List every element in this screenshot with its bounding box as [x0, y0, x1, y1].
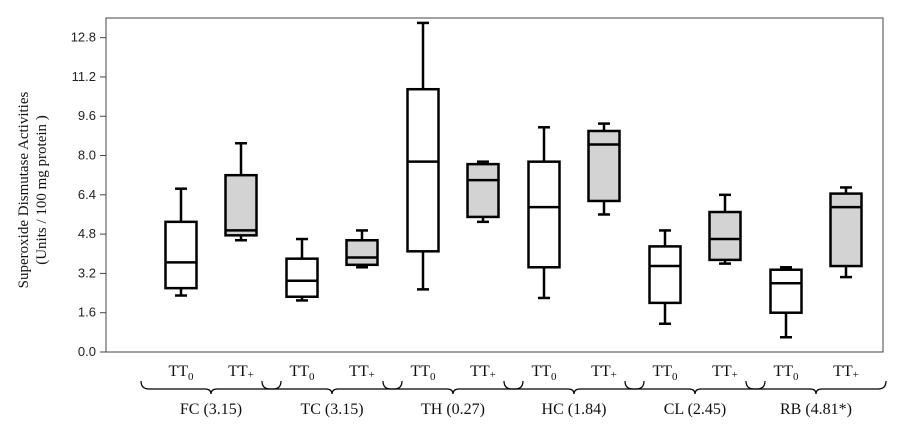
group-brace [745, 380, 887, 395]
group-brace [503, 380, 645, 395]
y-tick-label: 8.0 [78, 148, 96, 163]
box-iqr [648, 245, 682, 305]
group-brace [624, 380, 766, 395]
box-iqr [587, 129, 621, 203]
group-brace [261, 380, 403, 395]
category-label: TT0 [773, 363, 799, 383]
group-label: RB (4.81*) [780, 401, 852, 418]
box-iqr [224, 173, 258, 237]
y-tick-label: 6.4 [78, 187, 96, 202]
category-label: TT0 [531, 363, 557, 383]
category-label: TT+ [228, 363, 254, 381]
box-plot [345, 229, 379, 269]
category-label: TT0 [652, 363, 678, 383]
group-brace [382, 380, 524, 395]
group-label: TH (0.27) [421, 401, 485, 418]
category-label: TT+ [349, 363, 375, 381]
group-label: TC (3.15) [300, 401, 363, 418]
y-tick-label: 12.8 [71, 30, 96, 45]
y-tick-label: 9.6 [78, 108, 96, 123]
box-plot [406, 21, 440, 291]
group-brace [140, 380, 282, 395]
box-iqr [466, 162, 500, 219]
category-label: TT0 [289, 363, 315, 383]
x-axis-labels: TT0 TT+ FC (3.15) TT0 TT+ TC (3.15) TT0 TT+ TH (… [140, 363, 887, 418]
category-label: TT+ [470, 363, 496, 381]
category-label: TT0 [168, 363, 194, 383]
box-plot [224, 142, 258, 242]
box-iqr [527, 160, 561, 269]
box-plot [769, 266, 803, 339]
box-iqr [769, 268, 803, 314]
category-label: TT+ [591, 363, 617, 381]
box-iqr [285, 257, 319, 298]
box-iqr [345, 239, 379, 267]
y-tick-label: 4.8 [78, 226, 96, 241]
box-plot [648, 229, 682, 326]
box-plot [164, 187, 198, 297]
y-tick-label: 3.2 [78, 265, 96, 280]
box-plot [466, 160, 500, 224]
box-plot [527, 126, 561, 300]
box-plot [829, 186, 863, 279]
box-plot [708, 193, 742, 265]
group-label: CL (2.45) [664, 401, 727, 418]
box-plot [587, 122, 621, 216]
box-iqr [406, 87, 440, 253]
box-iqr [708, 210, 742, 262]
y-tick-label: 11.2 [72, 69, 96, 84]
y-axis: 0.0 1.6 3.2 4.8 6.4 8.0 9.6 11.2 12.8 [71, 30, 106, 359]
box-plot [285, 237, 319, 302]
group-label: HC (1.84) [542, 401, 607, 418]
group-label: FC (3.15) [180, 401, 242, 418]
category-label: TT+ [712, 363, 738, 381]
box-iqr [829, 192, 863, 268]
y-axis-title-line1: Superoxide Dismutase Activities [16, 92, 32, 289]
y-axis-title-line2: (Units / 100 mg protein ) [34, 115, 50, 265]
box-iqr [164, 220, 198, 290]
category-label: TT+ [833, 363, 859, 381]
category-label: TT0 [410, 363, 436, 383]
y-tick-label: 0.0 [78, 344, 96, 359]
boxes [164, 21, 863, 339]
y-tick-label: 1.6 [78, 305, 96, 320]
